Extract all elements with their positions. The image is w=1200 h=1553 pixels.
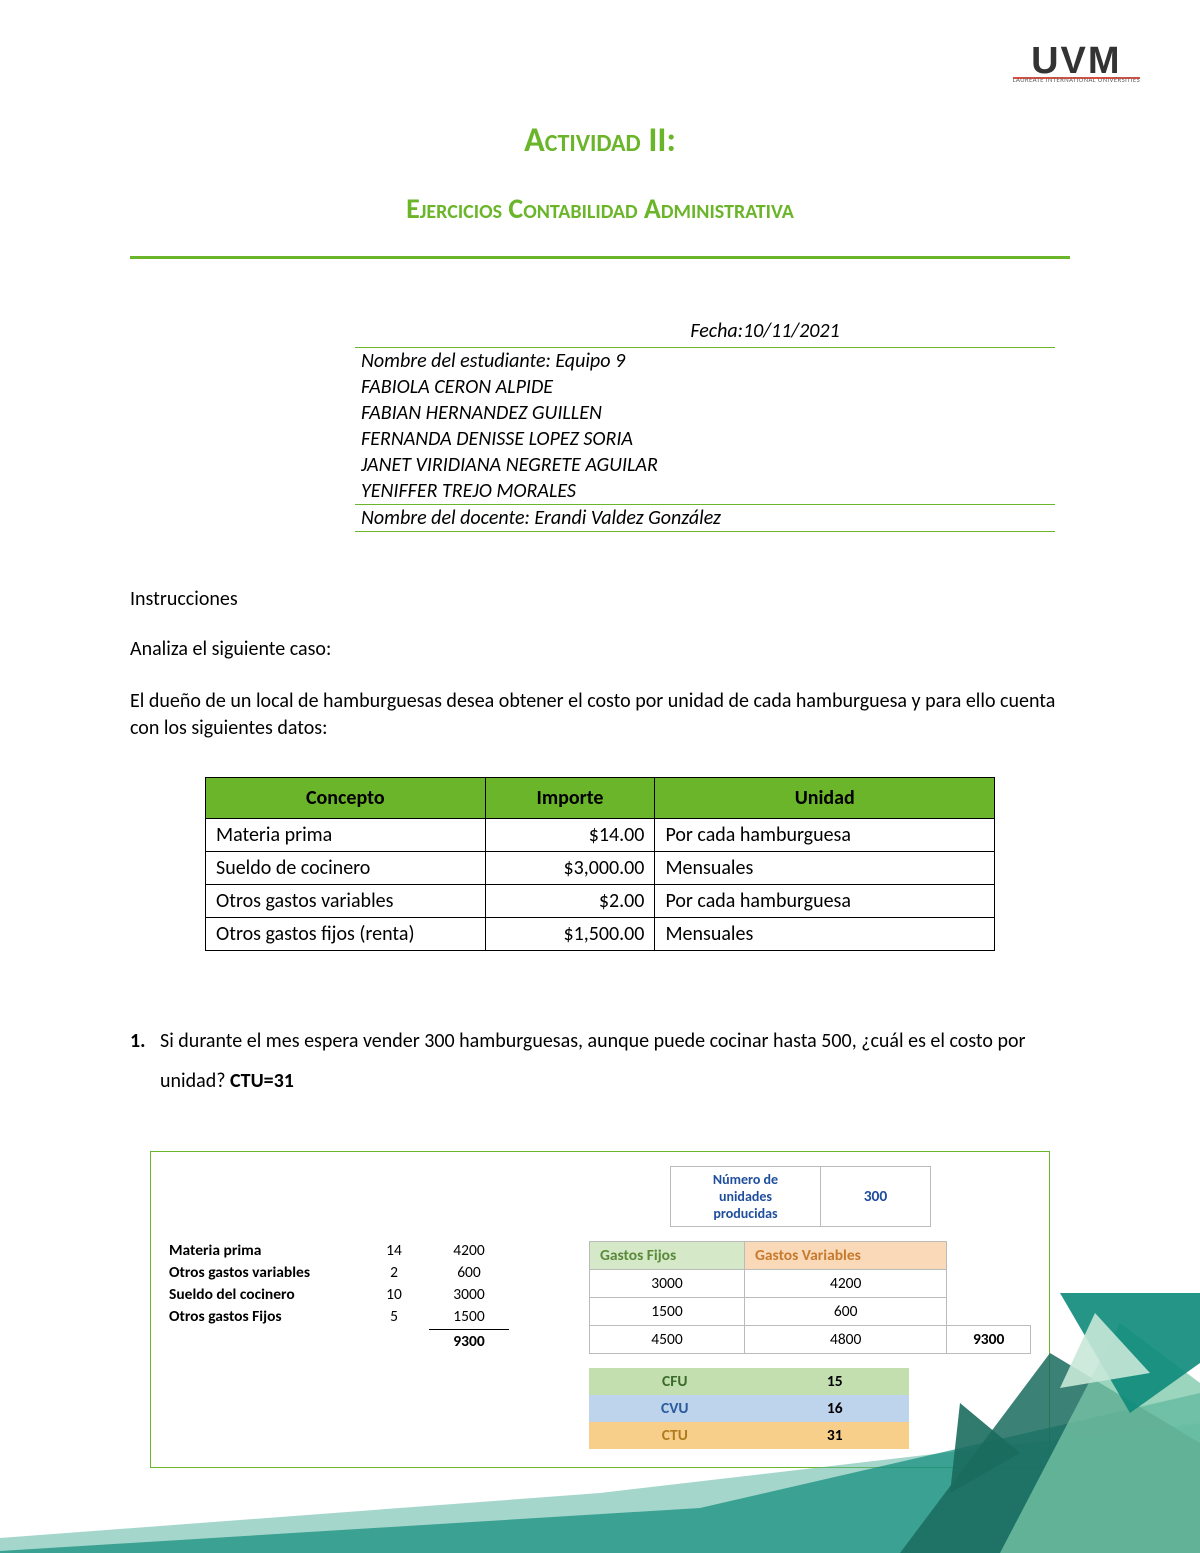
table-row: Otros gastos fijos (renta) $1,500.00 Men… bbox=[206, 918, 995, 951]
gastos-cell: 4200 bbox=[745, 1270, 947, 1298]
gastos-cell: 3000 bbox=[590, 1270, 745, 1298]
gastos-table: Gastos Fijos Gastos Variables 3000 4200 … bbox=[589, 1241, 1031, 1354]
cell-importe: $14.00 bbox=[485, 819, 655, 852]
breakdown-total: 1500 bbox=[429, 1307, 509, 1326]
caso-text: El dueño de un local de hamburguesas des… bbox=[130, 688, 1070, 742]
th-unidad: Unidad bbox=[655, 778, 995, 819]
breakdown-row: Otros gastos Fijos 5 1500 bbox=[169, 1307, 529, 1326]
calculation-box: Número de unidades producidas 300 Materi… bbox=[150, 1151, 1050, 1468]
units-produced-table: Número de unidades producidas 300 bbox=[670, 1166, 931, 1227]
metric-label: CTU bbox=[589, 1422, 761, 1449]
th-gastos-fijos: Gastos Fijos bbox=[590, 1242, 745, 1270]
th-gastos-variables: Gastos Variables bbox=[745, 1242, 947, 1270]
cell-unidad: Mensuales bbox=[655, 918, 995, 951]
metric-label: CVU bbox=[589, 1395, 761, 1422]
metric-label: CFU bbox=[589, 1368, 761, 1395]
fecha-label: Fecha: bbox=[690, 319, 743, 343]
metric-row: CVU 16 bbox=[589, 1395, 909, 1422]
gastos-grand-total: 9300 bbox=[947, 1326, 1031, 1354]
title-divider bbox=[130, 256, 1070, 259]
docente-row: Nombre del docente: Erandi Valdez Gonzál… bbox=[355, 505, 1055, 531]
metric-row: CTU 31 bbox=[589, 1422, 909, 1449]
cell-importe: $1,500.00 bbox=[485, 918, 655, 951]
instrucciones-heading: Instrucciones bbox=[130, 587, 1070, 611]
estudiante-row: Nombre del estudiante: Equipo 9 bbox=[355, 348, 1055, 374]
gastos-cell: 4800 bbox=[745, 1326, 947, 1354]
metric-row: CFU 15 bbox=[589, 1368, 909, 1395]
breakdown-unit-cost: 2 bbox=[359, 1263, 429, 1282]
member-row: FABIAN HERNANDEZ GUILLEN bbox=[355, 400, 1055, 426]
page-subtitle: Ejercicios Contabilidad Administrativa bbox=[130, 191, 1070, 226]
cell-concepto: Sueldo de cocinero bbox=[206, 852, 486, 885]
docente-label: Nombre del docente: bbox=[361, 506, 534, 530]
cell-unidad: Por cada hamburguesa bbox=[655, 819, 995, 852]
breakdown-label: Otros gastos Fijos bbox=[169, 1307, 359, 1326]
member-row: FERNANDA DENISSE LOPEZ SORIA bbox=[355, 426, 1055, 452]
analiza-text: Analiza el siguiente caso: bbox=[130, 636, 1070, 663]
breakdown-label: Sueldo del cocinero bbox=[169, 1285, 359, 1304]
member-row: YENIFFER TREJO MORALES bbox=[355, 478, 1055, 504]
th-importe: Importe bbox=[485, 778, 655, 819]
member-row: FABIOLA CERON ALPIDE bbox=[355, 374, 1055, 400]
cell-concepto: Otros gastos variables bbox=[206, 885, 486, 918]
breakdown-row: Sueldo del cocinero 10 3000 bbox=[169, 1285, 529, 1304]
cell-concepto: Otros gastos fijos (renta) bbox=[206, 918, 486, 951]
gastos-cell: 600 bbox=[745, 1298, 947, 1326]
costs-table: Concepto Importe Unidad Materia prima $1… bbox=[205, 777, 995, 951]
member-row: JANET VIRIDIANA NEGRETE AGUILAR bbox=[355, 452, 1055, 478]
th-concepto: Concepto bbox=[206, 778, 486, 819]
breakdown-total: 600 bbox=[429, 1263, 509, 1282]
cell-unidad: Mensuales bbox=[655, 852, 995, 885]
cell-unidad: Por cada hamburguesa bbox=[655, 885, 995, 918]
breakdown-unit-cost: 10 bbox=[359, 1285, 429, 1304]
fecha-value: 10/11/2021 bbox=[743, 319, 840, 343]
breakdown-row: Materia prima 14 4200 bbox=[169, 1241, 529, 1260]
page-title: Actividad II: bbox=[130, 120, 1070, 161]
cost-breakdown-list: Materia prima 14 4200 Otros gastos variab… bbox=[169, 1241, 529, 1449]
gastos-cell: 4500 bbox=[590, 1326, 745, 1354]
docente-value: Erandi Valdez González bbox=[534, 506, 721, 530]
question-answer: CTU=31 bbox=[230, 1069, 294, 1093]
fecha-row: Fecha:10/11/2021 bbox=[475, 319, 1055, 343]
breakdown-label: Materia prima bbox=[169, 1241, 359, 1260]
breakdown-row: Otros gastos variables 2 600 bbox=[169, 1263, 529, 1282]
breakdown-unit-cost: 5 bbox=[359, 1307, 429, 1326]
breakdown-label: Otros gastos variables bbox=[169, 1263, 359, 1282]
question-number: 1. bbox=[130, 1021, 160, 1101]
question-1: 1. Si durante el mes espera vender 300 h… bbox=[130, 1021, 1070, 1101]
uvm-logo: UVM LAUREATE INTERNATIONAL UNIVERSITIES bbox=[1013, 40, 1140, 84]
estudiante-value: Equipo 9 bbox=[555, 349, 625, 373]
estudiante-label: Nombre del estudiante: bbox=[361, 349, 555, 373]
metrics-table: CFU 15CVU 16CTU 31 bbox=[589, 1368, 909, 1449]
gastos-cell: 1500 bbox=[590, 1298, 745, 1326]
breakdown-unit-cost: 14 bbox=[359, 1241, 429, 1260]
breakdown-total: 3000 bbox=[429, 1285, 509, 1304]
metric-value: 31 bbox=[761, 1422, 909, 1449]
cell-importe: $2.00 bbox=[485, 885, 655, 918]
table-row: Otros gastos variables $2.00 Por cada ha… bbox=[206, 885, 995, 918]
metric-value: 16 bbox=[761, 1395, 909, 1422]
logo-subtitle: LAUREATE INTERNATIONAL UNIVERSITIES bbox=[1013, 75, 1140, 84]
cell-concepto: Materia prima bbox=[206, 819, 486, 852]
units-value: 300 bbox=[821, 1167, 931, 1227]
metric-value: 15 bbox=[761, 1368, 909, 1395]
breakdown-total: 4200 bbox=[429, 1241, 509, 1260]
info-block: Fecha:10/11/2021 Nombre del estudiante: … bbox=[355, 319, 1055, 532]
cell-importe: $3,000.00 bbox=[485, 852, 655, 885]
cost-total: 9300 bbox=[429, 1329, 509, 1351]
table-row: Materia prima $14.00 Por cada hamburgues… bbox=[206, 819, 995, 852]
units-label: Número de unidades producidas bbox=[671, 1167, 821, 1227]
table-row: Sueldo de cocinero $3,000.00 Mensuales bbox=[206, 852, 995, 885]
